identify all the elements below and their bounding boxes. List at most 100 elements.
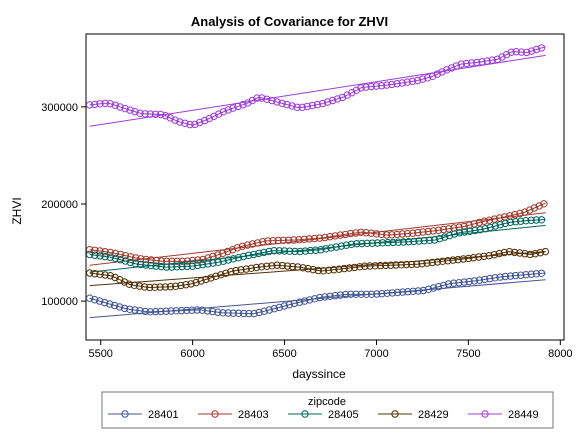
data-point-28401 — [86, 294, 94, 302]
data-point-28401 — [532, 270, 541, 278]
data-point-28449 — [268, 96, 276, 105]
data-point-28403 — [96, 247, 104, 255]
data-point-28429 — [335, 265, 343, 273]
data-point-28401 — [101, 298, 109, 307]
data-point-28401 — [321, 293, 329, 301]
data-point-28405 — [306, 246, 315, 255]
x-tick-label: 7500 — [456, 348, 480, 360]
data-point-28401 — [280, 302, 289, 310]
data-point-28449 — [191, 120, 199, 129]
data-point-28429 — [202, 275, 210, 284]
data-point-28429 — [366, 262, 374, 270]
data-point-28405 — [86, 250, 94, 259]
data-point-28405 — [157, 262, 166, 271]
data-point-28401 — [240, 309, 248, 318]
data-point-28401 — [300, 297, 309, 305]
data-point-28449 — [467, 59, 476, 67]
data-point-28405 — [183, 262, 191, 271]
data-point-28429 — [106, 272, 115, 280]
data-point-28405 — [91, 251, 99, 259]
data-point-28449 — [298, 103, 306, 112]
data-point-28403 — [264, 237, 272, 245]
data-point-28401 — [491, 274, 499, 282]
data-point-28449 — [507, 48, 515, 56]
legend-item-28405: 28405 — [288, 409, 359, 421]
data-point-28429 — [381, 261, 390, 270]
data-point-28429 — [319, 267, 328, 275]
data-point-28401 — [455, 279, 463, 287]
data-point-28401 — [131, 306, 139, 314]
data-point-28403 — [199, 255, 207, 264]
data-point-28405 — [461, 228, 469, 236]
data-point-28401 — [326, 292, 334, 300]
data-point-28401 — [295, 298, 304, 306]
data-point-28401 — [506, 272, 515, 280]
data-point-28429 — [166, 283, 175, 291]
data-point-28449 — [111, 101, 119, 110]
data-point-28401 — [120, 304, 129, 313]
data-point-28401 — [434, 283, 443, 291]
data-point-28403 — [383, 231, 391, 239]
data-point-28405 — [347, 240, 356, 249]
data-point-28403 — [535, 202, 543, 210]
data-point-28429 — [197, 277, 205, 285]
data-point-28401 — [522, 271, 530, 279]
data-point-28403 — [336, 231, 344, 239]
data-point-28403 — [403, 229, 412, 238]
data-point-28449 — [462, 59, 471, 68]
x-tick-label: 7000 — [364, 348, 388, 360]
data-point-28403 — [188, 256, 197, 265]
data-point-28401 — [208, 307, 217, 316]
data-point-28405 — [405, 238, 413, 246]
data-point-28429 — [531, 250, 539, 258]
data-point-28449 — [403, 78, 411, 86]
data-point-28429 — [263, 262, 271, 270]
fit-line-28405 — [89, 224, 546, 273]
data-point-28401 — [234, 309, 243, 317]
data-point-28449 — [388, 80, 396, 89]
legend-label: 28429 — [418, 409, 449, 421]
data-point-28403 — [331, 232, 339, 240]
data-point-28449 — [86, 101, 94, 109]
data-point-28429 — [125, 280, 133, 288]
data-point-28429 — [449, 256, 457, 264]
data-point-28449 — [200, 116, 209, 125]
data-point-28429 — [454, 255, 462, 264]
data-point-28403 — [290, 236, 298, 244]
data-point-28405 — [317, 246, 325, 254]
data-point-28449 — [219, 108, 228, 116]
data-point-28429 — [500, 248, 509, 257]
data-point-28429 — [283, 262, 292, 270]
data-point-28405 — [476, 226, 484, 234]
data-point-28401 — [214, 308, 222, 316]
data-point-28401 — [429, 284, 438, 292]
data-point-28403 — [398, 230, 406, 238]
data-point-28401 — [260, 307, 268, 315]
data-point-28429 — [387, 261, 395, 269]
data-point-28429 — [340, 264, 348, 273]
data-point-28403 — [214, 251, 222, 259]
data-point-28449 — [502, 50, 511, 59]
series-28429 — [86, 247, 550, 292]
data-point-28449 — [413, 76, 422, 85]
data-point-28401 — [511, 271, 520, 280]
data-point-28401 — [316, 293, 324, 302]
data-point-28429 — [222, 269, 230, 277]
data-point-28405 — [111, 254, 120, 263]
data-point-28401 — [341, 290, 350, 299]
data-point-28429 — [247, 264, 256, 272]
data-point-28449 — [447, 64, 456, 72]
legend-label: 28403 — [238, 409, 269, 421]
data-point-28429 — [96, 270, 104, 278]
data-point-28403 — [485, 216, 494, 224]
data-point-28405 — [501, 219, 509, 228]
fit-line-28429 — [89, 251, 546, 287]
data-point-28405 — [136, 260, 145, 269]
data-point-28449 — [166, 114, 175, 122]
data-point-28449 — [258, 94, 266, 102]
chart-title: Analysis of Covariance for ZHVI — [191, 14, 388, 29]
legend-label: 28405 — [328, 409, 359, 421]
data-point-28449 — [348, 89, 356, 97]
data-point-28401 — [245, 309, 253, 318]
